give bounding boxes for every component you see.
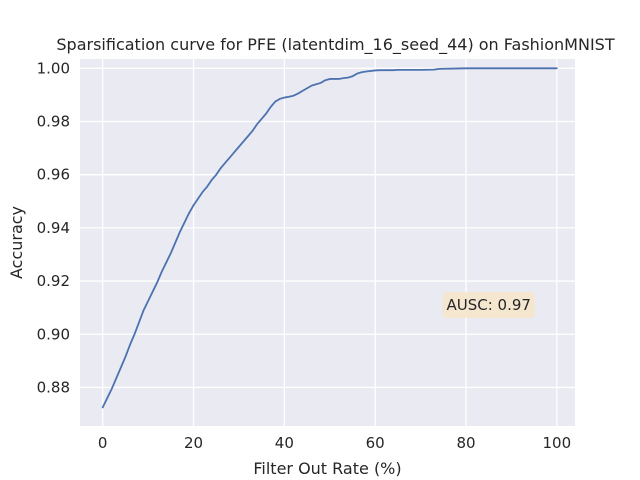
y-tick-label: 0.94: [37, 219, 70, 237]
y-tick-label: 0.88: [37, 378, 70, 396]
y-axis-label: Accuracy: [7, 206, 26, 279]
y-tick-label: 0.90: [37, 325, 70, 343]
annotation-box: [442, 291, 535, 318]
x-tick-label: 20: [184, 434, 203, 452]
ausc-annotation: AUSC: 0.97: [442, 291, 535, 318]
series-layer: [101, 67, 558, 409]
y-tick-label: 0.92: [37, 272, 70, 290]
y-tick-label: 1.00: [37, 59, 70, 77]
x-axis-label: Filter Out Rate (%): [253, 459, 401, 478]
x-tick-label: 100: [543, 434, 572, 452]
y-tick-label: 0.96: [37, 166, 70, 184]
chart-title: Sparsification curve for PFE (latentdim_…: [56, 35, 614, 55]
plot-background: [80, 59, 575, 426]
x-tick-label: 40: [275, 434, 294, 452]
series-line-0: [101, 67, 558, 409]
x-tick-label: 60: [366, 434, 385, 452]
tick-labels: 0 20 40 60 80 100 0.88 0.90 0.92 0.94 0.96 0.98 1.00: [37, 59, 572, 452]
x-tick-label: 80: [456, 434, 475, 452]
annotation-text: AUSC: 0.97: [446, 296, 530, 314]
x-tick-label: 0: [98, 434, 108, 452]
y-tick-label: 0.98: [37, 112, 70, 130]
